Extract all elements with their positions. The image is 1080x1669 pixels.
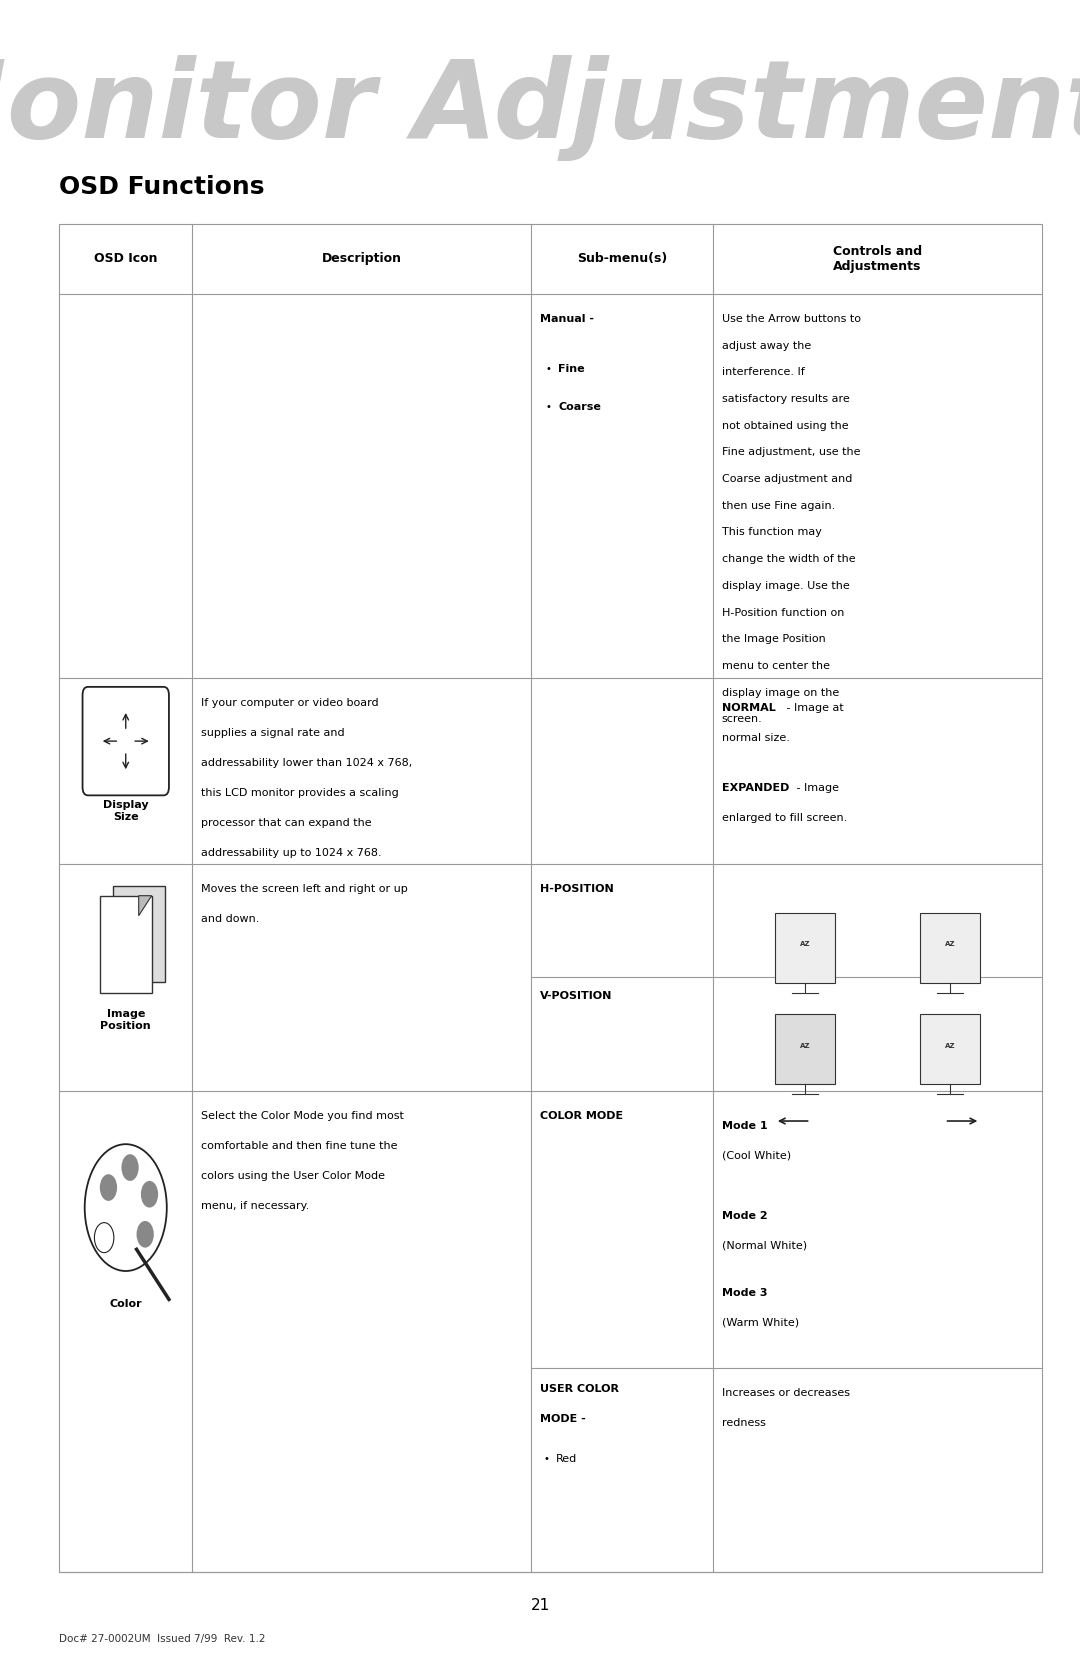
Text: satisfactory results are: satisfactory results are (721, 394, 849, 404)
Text: Manual -: Manual - (540, 314, 594, 324)
Text: - Image at: - Image at (783, 703, 843, 713)
Text: not obtained using the: not obtained using the (721, 421, 848, 431)
Text: then use Fine again.: then use Fine again. (721, 501, 835, 511)
Text: Fine adjustment, use the: Fine adjustment, use the (721, 447, 860, 457)
Bar (112, 886, 164, 983)
Text: USER COLOR: USER COLOR (540, 1384, 619, 1394)
Circle shape (121, 1155, 138, 1182)
Text: Increases or decreases: Increases or decreases (721, 1387, 850, 1397)
Text: (Warm White): (Warm White) (721, 1319, 799, 1329)
Text: 21: 21 (530, 1599, 550, 1612)
Text: Color: Color (109, 1300, 143, 1310)
Text: addressability up to 1024 x 768.: addressability up to 1024 x 768. (201, 848, 381, 858)
Text: (Normal White): (Normal White) (721, 1242, 807, 1252)
Text: •: • (543, 1454, 549, 1464)
Polygon shape (138, 896, 151, 916)
Text: OSD Icon: OSD Icon (94, 252, 158, 265)
Text: display image on the: display image on the (721, 688, 839, 698)
Text: AZ: AZ (800, 941, 810, 948)
Text: Description: Description (322, 252, 402, 265)
Text: screen.: screen. (721, 714, 762, 724)
Text: adjust away the: adjust away the (721, 340, 811, 350)
Text: - Image: - Image (793, 783, 839, 793)
Text: Image
Position: Image Position (100, 1010, 151, 1031)
Bar (99, 896, 151, 993)
Text: This function may: This function may (721, 527, 822, 537)
Text: comfortable and then fine tune the: comfortable and then fine tune the (201, 1142, 397, 1152)
Text: •: • (545, 364, 551, 374)
Text: Red: Red (556, 1454, 577, 1464)
Text: Fine: Fine (558, 364, 584, 374)
Text: Monitor Adjustments: Monitor Adjustments (0, 55, 1080, 162)
Text: COLOR MODE: COLOR MODE (540, 1112, 623, 1122)
Bar (920, 913, 980, 983)
Text: H-POSITION: H-POSITION (540, 885, 613, 895)
Text: V-POSITION: V-POSITION (540, 991, 612, 1001)
Text: the Image Position: the Image Position (721, 634, 825, 644)
Text: H-Position function on: H-Position function on (721, 608, 843, 618)
Circle shape (136, 1222, 153, 1248)
Text: this LCD monitor provides a scaling: this LCD monitor provides a scaling (201, 788, 399, 798)
Text: OSD Functions: OSD Functions (59, 175, 265, 199)
Text: AZ: AZ (945, 1043, 956, 1048)
Text: Coarse: Coarse (558, 402, 600, 412)
Circle shape (84, 1145, 166, 1272)
Text: Use the Arrow buttons to: Use the Arrow buttons to (721, 314, 861, 324)
Text: (Cool White): (Cool White) (721, 1152, 791, 1162)
Text: •: • (545, 402, 551, 412)
Text: Moves the screen left and right or up: Moves the screen left and right or up (201, 885, 407, 895)
Text: Sub-menu(s): Sub-menu(s) (577, 252, 667, 265)
Text: normal size.: normal size. (721, 733, 789, 743)
Circle shape (99, 1175, 117, 1202)
Text: AZ: AZ (945, 941, 956, 948)
Text: and down.: and down. (201, 915, 259, 925)
Text: Select the Color Mode you find most: Select the Color Mode you find most (201, 1112, 404, 1122)
Text: Coarse adjustment and: Coarse adjustment and (721, 474, 852, 484)
Text: redness: redness (721, 1417, 766, 1427)
Bar (775, 913, 835, 983)
Circle shape (140, 1182, 158, 1208)
Text: menu to center the: menu to center the (721, 661, 829, 671)
Text: Display
Size: Display Size (103, 801, 149, 821)
Text: colors using the User Color Mode: colors using the User Color Mode (201, 1172, 384, 1182)
Text: menu, if necessary.: menu, if necessary. (201, 1202, 309, 1212)
Text: MODE -: MODE - (540, 1414, 585, 1424)
Text: EXPANDED: EXPANDED (721, 783, 789, 793)
Text: Controls and
Adjustments: Controls and Adjustments (833, 245, 922, 272)
Circle shape (94, 1223, 113, 1253)
Text: interference. If: interference. If (721, 367, 805, 377)
Text: If your computer or video board: If your computer or video board (201, 698, 378, 708)
Text: supplies a signal rate and: supplies a signal rate and (201, 728, 345, 738)
Text: addressability lower than 1024 x 768,: addressability lower than 1024 x 768, (201, 758, 411, 768)
Text: Doc# 27-0002UM  Issued 7/99  Rev. 1.2: Doc# 27-0002UM Issued 7/99 Rev. 1.2 (59, 1634, 266, 1644)
Text: change the width of the: change the width of the (721, 554, 855, 564)
Text: Mode 3: Mode 3 (721, 1288, 767, 1298)
Bar (59, 224, 1042, 1572)
Text: display image. Use the: display image. Use the (721, 581, 849, 591)
Text: processor that can expand the: processor that can expand the (201, 818, 372, 828)
Text: Mode 2: Mode 2 (721, 1212, 767, 1222)
Bar (920, 1015, 980, 1085)
Bar (775, 1015, 835, 1085)
Text: NORMAL: NORMAL (721, 703, 775, 713)
Text: enlarged to fill screen.: enlarged to fill screen. (721, 813, 847, 823)
Text: Mode 1: Mode 1 (721, 1122, 767, 1132)
Text: AZ: AZ (800, 1043, 810, 1048)
